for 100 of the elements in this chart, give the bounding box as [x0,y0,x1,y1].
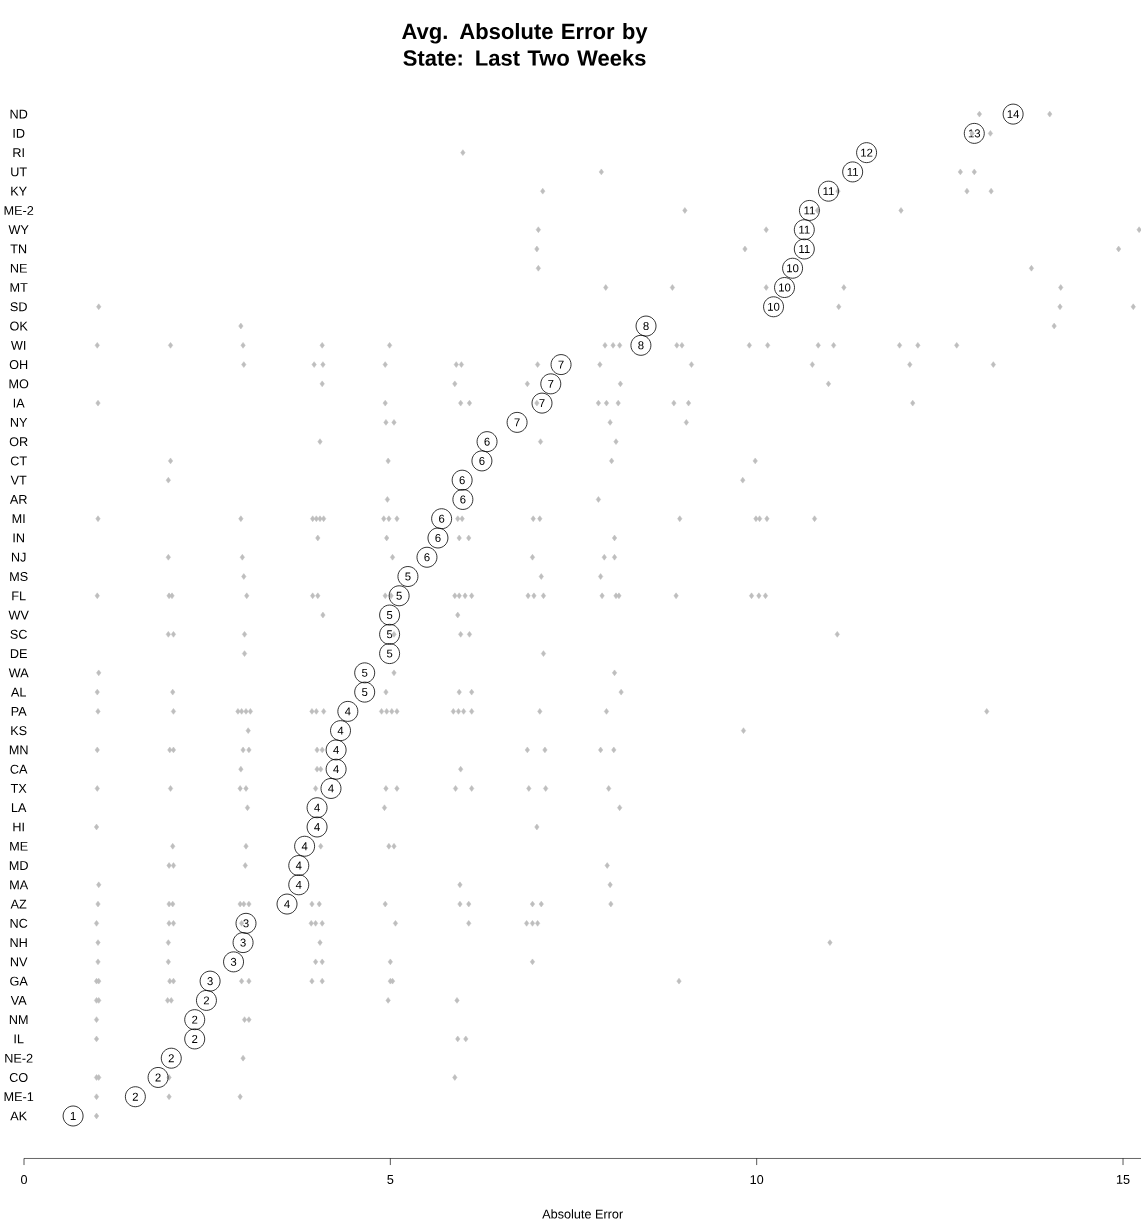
point [223,951,244,973]
data-label: 7 [539,399,545,408]
point [531,392,553,414]
data-label: 4 [295,861,302,870]
y-tick-label: GA [10,976,28,986]
data-label: 11 [847,168,858,176]
data-label: 4 [284,900,290,908]
y-tick-label: OR [9,437,28,447]
data-label: 6 [424,553,430,562]
point [471,450,493,472]
y-tick-label: NY [10,418,28,427]
y-tick-label: MD [9,861,28,870]
data-label: 4 [344,707,351,716]
data-label: 4 [301,842,308,851]
data-label: 5 [386,611,393,619]
y-tick-label: LA [11,803,27,813]
y-tick-label: MS [10,572,28,582]
data-label: 4 [314,823,320,831]
y-tick-label: SD [10,302,27,312]
point [379,604,401,626]
data-label: 4 [295,880,302,889]
y-tick-label: PA [11,707,27,716]
y-tick-label: MN [9,745,28,755]
data-label: 10 [779,283,791,292]
data-label: 8 [643,322,649,331]
y-tick-label: ID [13,129,25,138]
y-tick-label: MA [10,880,29,890]
data-label: 7 [514,418,520,427]
y-tick-label: ND [10,109,28,119]
y-tick-label: ME-2 [4,206,34,215]
point [184,1009,206,1031]
y-tick-label: WA [8,668,29,678]
y-tick-label: KY [11,186,27,196]
point [635,315,657,337]
x-tick-label: 10 [750,1175,764,1185]
data-label: 6 [484,437,490,446]
data-label: 3 [207,977,213,986]
data-label: 2 [192,1015,198,1024]
point [294,835,316,857]
data-label: 12 [861,148,873,157]
data-label: 6 [479,456,485,465]
data-label: 8 [638,341,644,350]
y-tick-label: OK [10,321,28,331]
point [306,816,328,838]
data-label: 2 [155,1073,161,1082]
y-tick-label: ME-1 [4,1092,34,1102]
y-tick-label: DE [10,649,27,658]
y-tick-label: AZ [10,899,27,909]
y-tick-label: CT [10,456,27,466]
y-tick-label: VA [10,996,27,1005]
point [337,700,359,722]
data-label: 5 [362,668,368,677]
data-label: 7 [548,379,554,388]
y-tick-label: UT [11,167,27,177]
y-tick-label: IA [13,398,25,408]
y-tick-label: OH [9,360,28,370]
point [62,1105,84,1127]
data-label: 11 [804,206,815,215]
y-tick-label: NJ [11,552,26,562]
data-label: 5 [386,649,393,658]
data-label: 10 [787,264,799,273]
y-tick-label: WI [10,340,26,350]
data-label: 11 [799,225,810,234]
data-label: 5 [362,688,368,697]
y-tick-label: NM [9,1015,28,1025]
y-tick-label: TN [10,244,27,254]
x-tick-label: 0 [20,1175,28,1185]
x-tick-label: 15 [1116,1175,1130,1184]
y-tick-label: NE [10,263,27,273]
data-label: 2 [192,1034,198,1043]
y-tick-label: KS [11,726,27,736]
data-label: 6 [459,476,465,485]
y-tick-label: RI [13,148,24,157]
y-tick-label: CA [10,764,28,774]
point [184,1028,206,1050]
data-label: 5 [386,630,393,639]
y-tick-label: MT [10,283,28,292]
data-label: 5 [396,591,402,600]
point [276,893,298,915]
data-label: 1 [70,1112,76,1120]
data-label: 4 [314,803,320,812]
y-tick-label: WV [8,610,29,620]
x-axis-title: Absolute Error [542,1209,623,1219]
y-tick-label: TX [10,784,27,793]
y-tick-label: HI [13,822,24,832]
point [354,681,376,703]
y-tick-label: FL [12,591,26,601]
y-tick-label: MI [12,514,25,524]
data-label: 11 [799,245,810,253]
data-label: 6 [435,533,441,542]
x-tick-label: 5 [387,1175,394,1184]
data-label: 2 [132,1092,138,1101]
point [540,373,562,395]
y-tick-label: CO [9,1072,28,1082]
data-label: 6 [460,495,466,504]
chart-title: Avg. Absolute Error by State: Last Two Weeks [402,23,648,66]
point [325,758,347,780]
y-tick-label: IN [13,533,24,543]
data-label: 10 [768,302,780,311]
data-label: 3 [240,938,246,947]
